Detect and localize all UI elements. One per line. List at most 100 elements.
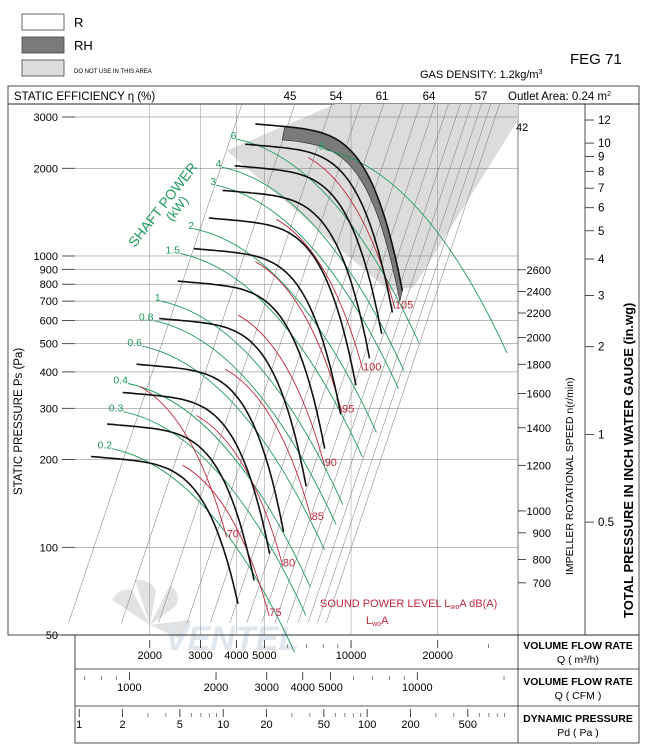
- static-pressure-label-3000: 3000: [34, 112, 58, 124]
- speed-curve-900: [122, 391, 271, 554]
- speed-label-1800: 1800: [527, 359, 551, 371]
- flow-m3h-label-20000: 20000: [422, 650, 453, 662]
- static-pressure-label-500: 500: [40, 339, 58, 351]
- shaft-power-label-6: 1.5: [166, 244, 181, 256]
- outlet-area-sup: 2: [607, 91, 611, 98]
- speed-label-1600: 1600: [527, 388, 551, 400]
- sound-power-line-1: [182, 464, 270, 617]
- lwa-end: A: [381, 615, 389, 627]
- efficiency-top-labels: 45 54 61 64 57 42: [284, 91, 529, 134]
- dyn-pressure-label-200: 200: [401, 719, 419, 731]
- static-pressure-label-50: 50: [46, 630, 58, 642]
- speed-curve-1000: [136, 363, 285, 532]
- dyn-pressure-label-5: 5: [177, 719, 183, 731]
- inwg-label-8: 8: [598, 166, 604, 178]
- shaft-power-line-7: [193, 228, 377, 433]
- sound-power-label-1: 75: [269, 607, 281, 619]
- bottom-scales-frame: [74, 634, 640, 744]
- legend-swatch-rh: [21, 36, 65, 54]
- shaft-power-label-1: 0.3: [109, 403, 124, 415]
- dyn-pressure-label-10: 10: [217, 719, 229, 731]
- speed-label-2600: 2600: [527, 265, 551, 277]
- efficiency-top-label-64: 64: [423, 91, 436, 103]
- shaft-power-label-11: 8: [319, 141, 325, 153]
- legend-label-do-not-use: DO NOT USE IN THIS AREA: [74, 69, 152, 75]
- legend-label-rh: RH: [74, 38, 93, 53]
- lwa-label: LwoA: [366, 615, 389, 628]
- shaft-power-label-10: 6: [231, 130, 237, 142]
- chart-legend: R RH DO NOT USE IN THIS AREA: [21, 13, 152, 77]
- sound-power-line-7: [307, 157, 396, 309]
- inwg-label-4: 4: [598, 254, 605, 266]
- speed-label-1000: 1000: [527, 506, 551, 518]
- speed-axis-title: IMPELLER ROTATIONAL SPEED n(r/min): [564, 377, 576, 575]
- sound-power-line-6: [276, 218, 364, 371]
- efficiency-top-label-57: 57: [475, 91, 488, 103]
- speed-curve-1200: [159, 317, 307, 487]
- gas-density: GAS DENSITY: 1.2kg/m3: [420, 69, 543, 81]
- left-axis-title: STATIC PRESSURE Ps (Pa): [13, 348, 25, 495]
- efficiency-side-label: 42: [516, 122, 528, 134]
- gas-density-text: GAS DENSITY: 1.2kg/m: [420, 69, 539, 81]
- inwg-label-5: 5: [598, 226, 604, 238]
- shaft-power-line-11: [324, 149, 508, 354]
- flow-cfm-label-4000: 4000: [290, 682, 314, 694]
- efficiency-line-13: [325, 103, 500, 624]
- efficiency-lines: [68, 103, 500, 624]
- pd-title: DYNAMIC PRESSURE: [523, 713, 633, 725]
- shaft-power-label-9: 4: [216, 158, 222, 170]
- m3h-title: VOLUME FLOW RATE: [523, 640, 632, 652]
- gas-density-sup: 3: [539, 69, 543, 76]
- sound-power-label-2: 80: [283, 557, 295, 569]
- speed-label-1200: 1200: [527, 460, 551, 472]
- dyn-pressure-label-20: 20: [260, 719, 272, 731]
- sound-power-label-7: 105: [395, 300, 413, 312]
- inwg-label-1: 1: [598, 429, 604, 441]
- efficiency-line-11: [307, 103, 482, 624]
- legend-swatch-do-not-use: [21, 59, 65, 77]
- speed-label-900: 900: [533, 528, 551, 540]
- flow-m3h-label-4000: 4000: [224, 650, 248, 662]
- flow-cfm-label-5000: 5000: [318, 682, 342, 694]
- lwa-sub: wo: [371, 621, 381, 628]
- efficiency-line-2: [158, 103, 333, 624]
- sound-power-title: SOUND POWER LEVEL LwoA dB(A): [320, 598, 497, 611]
- model-name: FEG 71: [570, 51, 622, 68]
- speed-curve-1600: [193, 247, 342, 415]
- static-efficiency-label: STATIC EFFICIENCY η (%): [14, 91, 155, 103]
- static-pressure-label-1000: 1000: [34, 251, 58, 263]
- speed-axis: 700 800 900 1000 1200 1400 1600 1800 2000 2200 240…: [518, 265, 551, 590]
- dyn-pressure-label-1: 1: [76, 719, 82, 731]
- efficiency-line-7: [261, 103, 436, 624]
- efficiency-line-10: [297, 103, 472, 624]
- speed-label-2200: 2200: [527, 308, 551, 320]
- efficiency-top-label-61: 61: [376, 91, 389, 103]
- sound-power-sub: wo: [449, 604, 459, 611]
- inwg-label-3: 3: [598, 290, 604, 302]
- speed-label-2000: 2000: [527, 332, 551, 344]
- speed-curve-1800: [208, 217, 357, 386]
- inwg-label-2: 2: [598, 342, 604, 354]
- speed-label-2400: 2400: [527, 287, 551, 299]
- watermark-text: VENTEL: [165, 620, 299, 658]
- efficiency-top-label-54: 54: [330, 91, 343, 103]
- sound-power-lines: [139, 157, 396, 617]
- efficiency-line-9: [286, 103, 461, 624]
- watermark-logo: VENTEL: [112, 579, 299, 658]
- sound-power-main: SOUND POWER LEVEL L: [320, 598, 450, 610]
- outlet-area-text: Outlet Area: 0.24 m: [508, 91, 607, 103]
- static-pressure-label-2000: 2000: [34, 163, 58, 175]
- sound-power-label-4: 90: [325, 457, 337, 469]
- inwg-label-9: 9: [598, 151, 604, 163]
- inwg-label-7: 7: [598, 183, 604, 195]
- speed-curve-2000: [222, 189, 371, 359]
- speed-curve-800: [106, 423, 255, 581]
- speed-curve-1400: [177, 280, 326, 449]
- speed-curve-2200: [234, 165, 383, 335]
- static-pressure-label-100: 100: [40, 542, 58, 554]
- sound-power-line-3: [224, 368, 313, 521]
- shaft-power-label-4: 0.8: [139, 312, 154, 324]
